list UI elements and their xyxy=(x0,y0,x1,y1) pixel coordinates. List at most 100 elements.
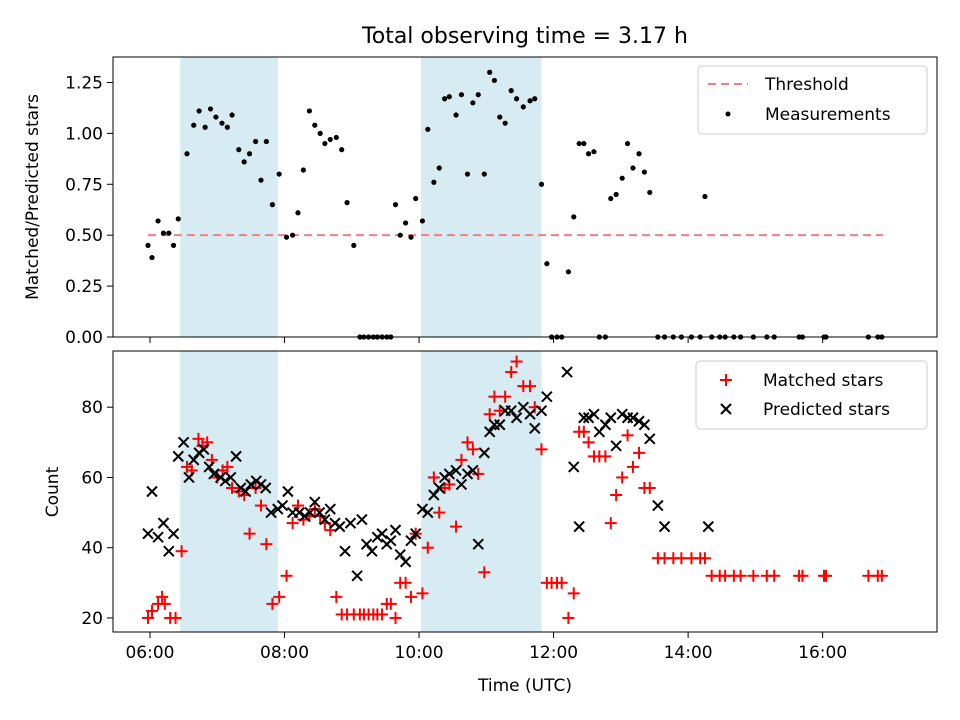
predicted-star-point xyxy=(494,419,506,431)
predicted-star-point xyxy=(324,503,336,515)
predicted-star-point xyxy=(366,545,378,557)
predicted-star-point xyxy=(356,513,368,526)
measurement-point xyxy=(202,124,208,130)
x-axis-label: Time (UTC) xyxy=(477,676,572,696)
legend-measurements-label: Measurements xyxy=(765,105,891,125)
predicted-star-point xyxy=(535,405,548,417)
matched-star-point xyxy=(626,460,639,473)
count-panel: 20 40 60 80 06:00 08:00 10:00 12:00 14:00 16:00 C… xyxy=(43,350,938,696)
measurement-point xyxy=(213,114,219,120)
y-tick-label: 0.75 xyxy=(65,175,103,195)
matched-star-point xyxy=(273,590,286,603)
measurement-point xyxy=(184,151,190,157)
ratio-legend-box xyxy=(697,65,928,135)
predicted-star-point xyxy=(644,433,656,445)
measurement-point xyxy=(470,100,476,106)
x-tick-label: 06:00 xyxy=(125,643,174,663)
predicted-star-point xyxy=(389,524,402,536)
predicted-star-point xyxy=(360,538,373,550)
predicted-star-point xyxy=(627,412,639,424)
predicted-star-point xyxy=(298,510,311,522)
measurement-point xyxy=(306,108,313,114)
measurement-point xyxy=(333,134,339,141)
matched-star-point xyxy=(450,520,463,533)
matched-star-point xyxy=(616,471,629,484)
legend-matched-label: Matched stars xyxy=(763,371,883,391)
y-tick-label: 60 xyxy=(81,468,103,488)
predicted-star-point xyxy=(616,408,628,420)
measurement-point xyxy=(571,214,577,220)
predicted-star-point xyxy=(376,527,388,540)
predicted-star-point xyxy=(529,422,541,434)
predicted-star-point xyxy=(219,475,232,487)
predicted-star-point xyxy=(394,549,406,561)
matched-star-point xyxy=(146,604,159,617)
matched-star-point xyxy=(698,552,711,565)
predicted-star-point xyxy=(225,471,237,484)
matched-star-point xyxy=(510,355,523,368)
predicted-star-point xyxy=(339,545,351,557)
measurement-point xyxy=(236,147,242,153)
measurement-point xyxy=(322,140,328,147)
predicted-star-point xyxy=(188,454,200,466)
predicted-star-point xyxy=(467,464,479,477)
measurement-point xyxy=(487,69,493,75)
measurement-point xyxy=(155,218,161,224)
matched-star-point xyxy=(535,443,548,456)
x-tick-label: 14:00 xyxy=(664,643,713,663)
legend-matched-swatch xyxy=(720,374,732,386)
measurement-point xyxy=(300,167,306,173)
measurement-point xyxy=(207,106,214,112)
y-tick-label: 0.00 xyxy=(65,328,103,348)
measurement-point xyxy=(464,171,471,177)
measurement-point xyxy=(317,130,323,136)
predicted-star-point xyxy=(304,506,316,519)
matched-star-point xyxy=(582,436,595,449)
predicted-star-point xyxy=(428,489,440,501)
measurement-point xyxy=(491,77,497,84)
measurement-point xyxy=(289,232,296,238)
predicted-star-point xyxy=(573,520,585,533)
predicted-star-point xyxy=(443,468,456,480)
ratio-y-axis-label: Matched/Predicted stars xyxy=(23,94,43,300)
predicted-star-point xyxy=(152,531,164,543)
predicted-star-point xyxy=(472,538,484,550)
predicted-star-point xyxy=(142,527,154,540)
measurement-point xyxy=(419,218,426,224)
predicted-star-point xyxy=(163,545,175,557)
measurement-point xyxy=(241,159,247,165)
predicted-star-point xyxy=(265,506,277,519)
measurement-point xyxy=(397,232,403,238)
predicted-star-point xyxy=(230,450,242,463)
matched-star-point xyxy=(610,489,623,502)
matched-star-point xyxy=(820,569,833,582)
measurement-point xyxy=(408,234,414,240)
predicted-star-point xyxy=(245,478,257,491)
predicted-star-point xyxy=(172,450,184,463)
predicted-star-point xyxy=(385,534,397,547)
matched-star-point xyxy=(562,611,575,624)
matched-star-point xyxy=(254,499,267,512)
measurement-point xyxy=(431,179,437,185)
predicted-star-point xyxy=(652,499,664,512)
measurement-point xyxy=(351,242,357,248)
matched-star-point xyxy=(226,481,239,494)
measurement-point xyxy=(502,120,508,126)
matched-star-point xyxy=(221,460,234,473)
measurement-point xyxy=(624,140,631,147)
matched-star-point xyxy=(675,552,688,565)
measurement-point xyxy=(263,138,269,145)
matched-star-point xyxy=(567,587,580,600)
matched-star-point xyxy=(399,576,412,589)
predicted-star-point xyxy=(658,520,671,533)
measurement-point xyxy=(497,114,503,120)
predicted-star-point xyxy=(578,412,590,424)
predicted-star-point xyxy=(146,485,158,498)
y-tick-label: 80 xyxy=(81,398,103,418)
y-tick-label: 1.00 xyxy=(65,124,103,144)
matched-star-point xyxy=(499,390,512,403)
predicted-star-point xyxy=(276,499,289,512)
measurement-point xyxy=(344,200,350,206)
matched-star-point xyxy=(555,576,568,589)
